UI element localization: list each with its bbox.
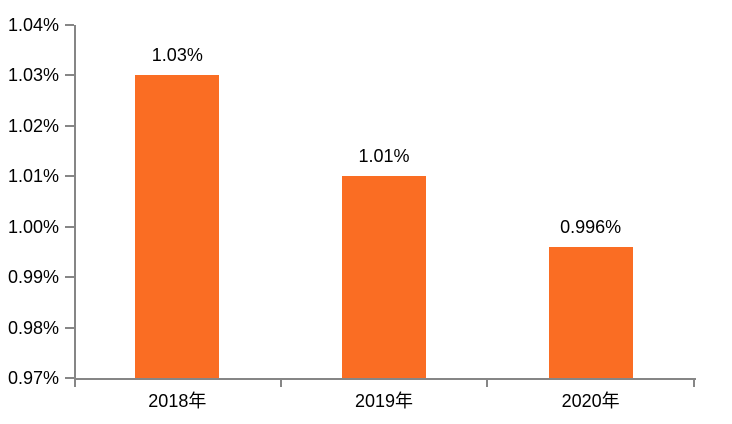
y-axis-tick	[65, 377, 74, 379]
y-tick-label: 1.02%	[7, 115, 59, 136]
x-axis-tick	[693, 378, 695, 387]
y-axis-tick	[65, 74, 74, 77]
x-axis-tick	[279, 378, 282, 387]
y-tick-label: 1.03%	[7, 65, 59, 86]
y-tick-label: 1.04%	[7, 15, 59, 35]
x-axis-line	[74, 378, 696, 380]
bar-2020年	[548, 246, 633, 378]
bar-2019年	[342, 176, 426, 378]
y-tick-label: 1.00%	[7, 216, 59, 237]
y-axis-tick	[65, 175, 74, 178]
y-axis-tick	[65, 225, 74, 228]
plot-area: 0.97% 0.98% 0.99% 1.00% 1.01% 1.02% 1.03% 1.04%…	[8, 15, 696, 411]
y-tick-label: 0.98%	[7, 317, 59, 338]
y-axis-tick	[65, 124, 74, 127]
y-axis-line	[74, 25, 76, 378]
x-category-label: 2020年	[561, 391, 620, 411]
y-axis-tick	[65, 276, 74, 279]
y-tick-label: 0.99%	[7, 267, 59, 288]
x-category-label: 2019年	[354, 391, 414, 411]
bar-2018年	[135, 75, 220, 378]
x-axis-tick	[74, 378, 76, 387]
y-axis-tick	[65, 326, 74, 329]
bar-value-label: 1.01%	[358, 146, 410, 167]
y-tick-label: 0.97%	[7, 368, 59, 388]
y-tick-label: 1.01%	[7, 166, 59, 187]
x-axis-tick	[486, 378, 489, 387]
y-axis-tick	[65, 24, 74, 26]
bar-value-label: 1.03%	[151, 45, 203, 66]
x-category-label: 2018年	[148, 391, 207, 411]
bar-value-label: 0.996%	[560, 216, 622, 237]
